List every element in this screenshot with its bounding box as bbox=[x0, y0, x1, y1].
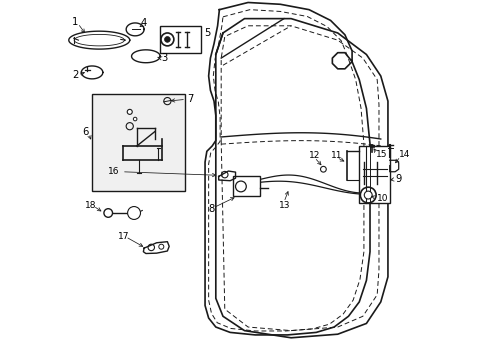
Text: 18: 18 bbox=[85, 201, 96, 210]
Text: 3: 3 bbox=[161, 53, 167, 63]
Text: 16: 16 bbox=[107, 167, 119, 176]
Text: 2: 2 bbox=[72, 70, 79, 80]
Bar bbox=[160, 26, 201, 53]
Text: 14: 14 bbox=[399, 150, 410, 159]
Text: 9: 9 bbox=[395, 174, 402, 184]
Text: 7: 7 bbox=[187, 94, 193, 104]
Circle shape bbox=[320, 166, 325, 172]
Circle shape bbox=[127, 109, 132, 114]
Bar bbox=[92, 94, 185, 191]
Polygon shape bbox=[215, 19, 387, 338]
Text: 17: 17 bbox=[118, 232, 129, 241]
Circle shape bbox=[364, 191, 371, 199]
Text: 4: 4 bbox=[140, 18, 146, 28]
Circle shape bbox=[133, 117, 137, 121]
Bar bbox=[359, 146, 389, 203]
Circle shape bbox=[164, 37, 170, 42]
Text: 5: 5 bbox=[204, 28, 210, 38]
Text: 11: 11 bbox=[330, 152, 342, 161]
Text: 1: 1 bbox=[72, 17, 79, 27]
Text: 12: 12 bbox=[308, 152, 320, 161]
Text: 8: 8 bbox=[207, 204, 214, 215]
Text: 13: 13 bbox=[278, 201, 290, 210]
Bar bbox=[233, 176, 260, 196]
Text: 10: 10 bbox=[376, 194, 387, 203]
Text: 6: 6 bbox=[82, 127, 89, 137]
Text: 15: 15 bbox=[375, 150, 387, 159]
Circle shape bbox=[127, 207, 140, 220]
